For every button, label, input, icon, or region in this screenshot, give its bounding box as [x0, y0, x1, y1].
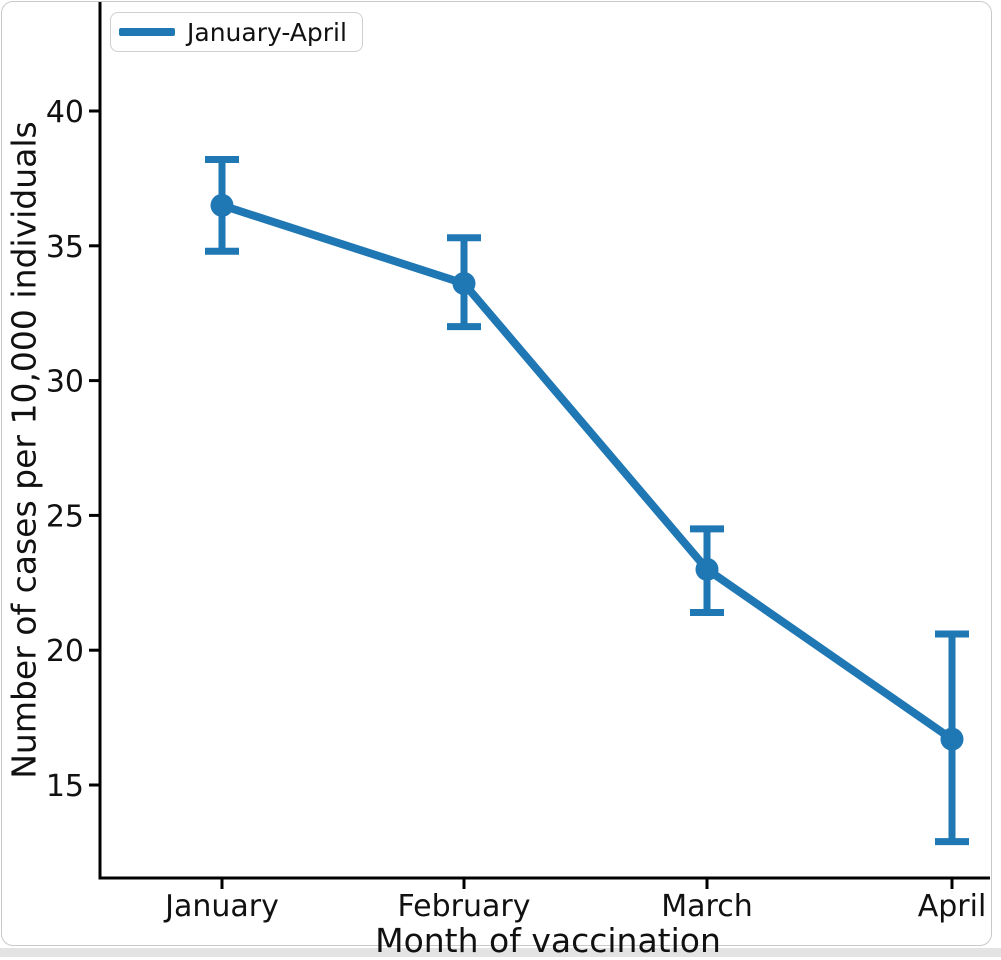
- y-tick-label: 20: [46, 634, 84, 669]
- data-point-january: [210, 193, 234, 217]
- legend: January-April: [110, 12, 363, 52]
- legend-label: January-April: [187, 17, 347, 47]
- page-background-strip: [0, 948, 1001, 957]
- x-axis-label: Month of vaccination: [375, 921, 721, 960]
- figure-card: [1, 1, 992, 946]
- data-point-march: [695, 557, 719, 581]
- y-tick-label: 40: [46, 95, 84, 130]
- data-point-february: [452, 272, 476, 296]
- y-axis-label: Number of cases per 10,000 individuals: [4, 121, 44, 779]
- data-point-april: [940, 727, 964, 751]
- x-tick-label: April: [918, 889, 987, 924]
- x-tick-label: January: [163, 889, 279, 924]
- series-line: [218, 201, 956, 744]
- y-tick-label: 25: [46, 499, 84, 534]
- x-tick-label: February: [398, 889, 531, 924]
- y-tick-label: 30: [46, 365, 84, 400]
- y-tick-label: 35: [46, 230, 84, 265]
- legend-line-swatch: [119, 28, 175, 36]
- y-tick-label: 15: [46, 769, 84, 804]
- x-tick-label: March: [661, 889, 752, 924]
